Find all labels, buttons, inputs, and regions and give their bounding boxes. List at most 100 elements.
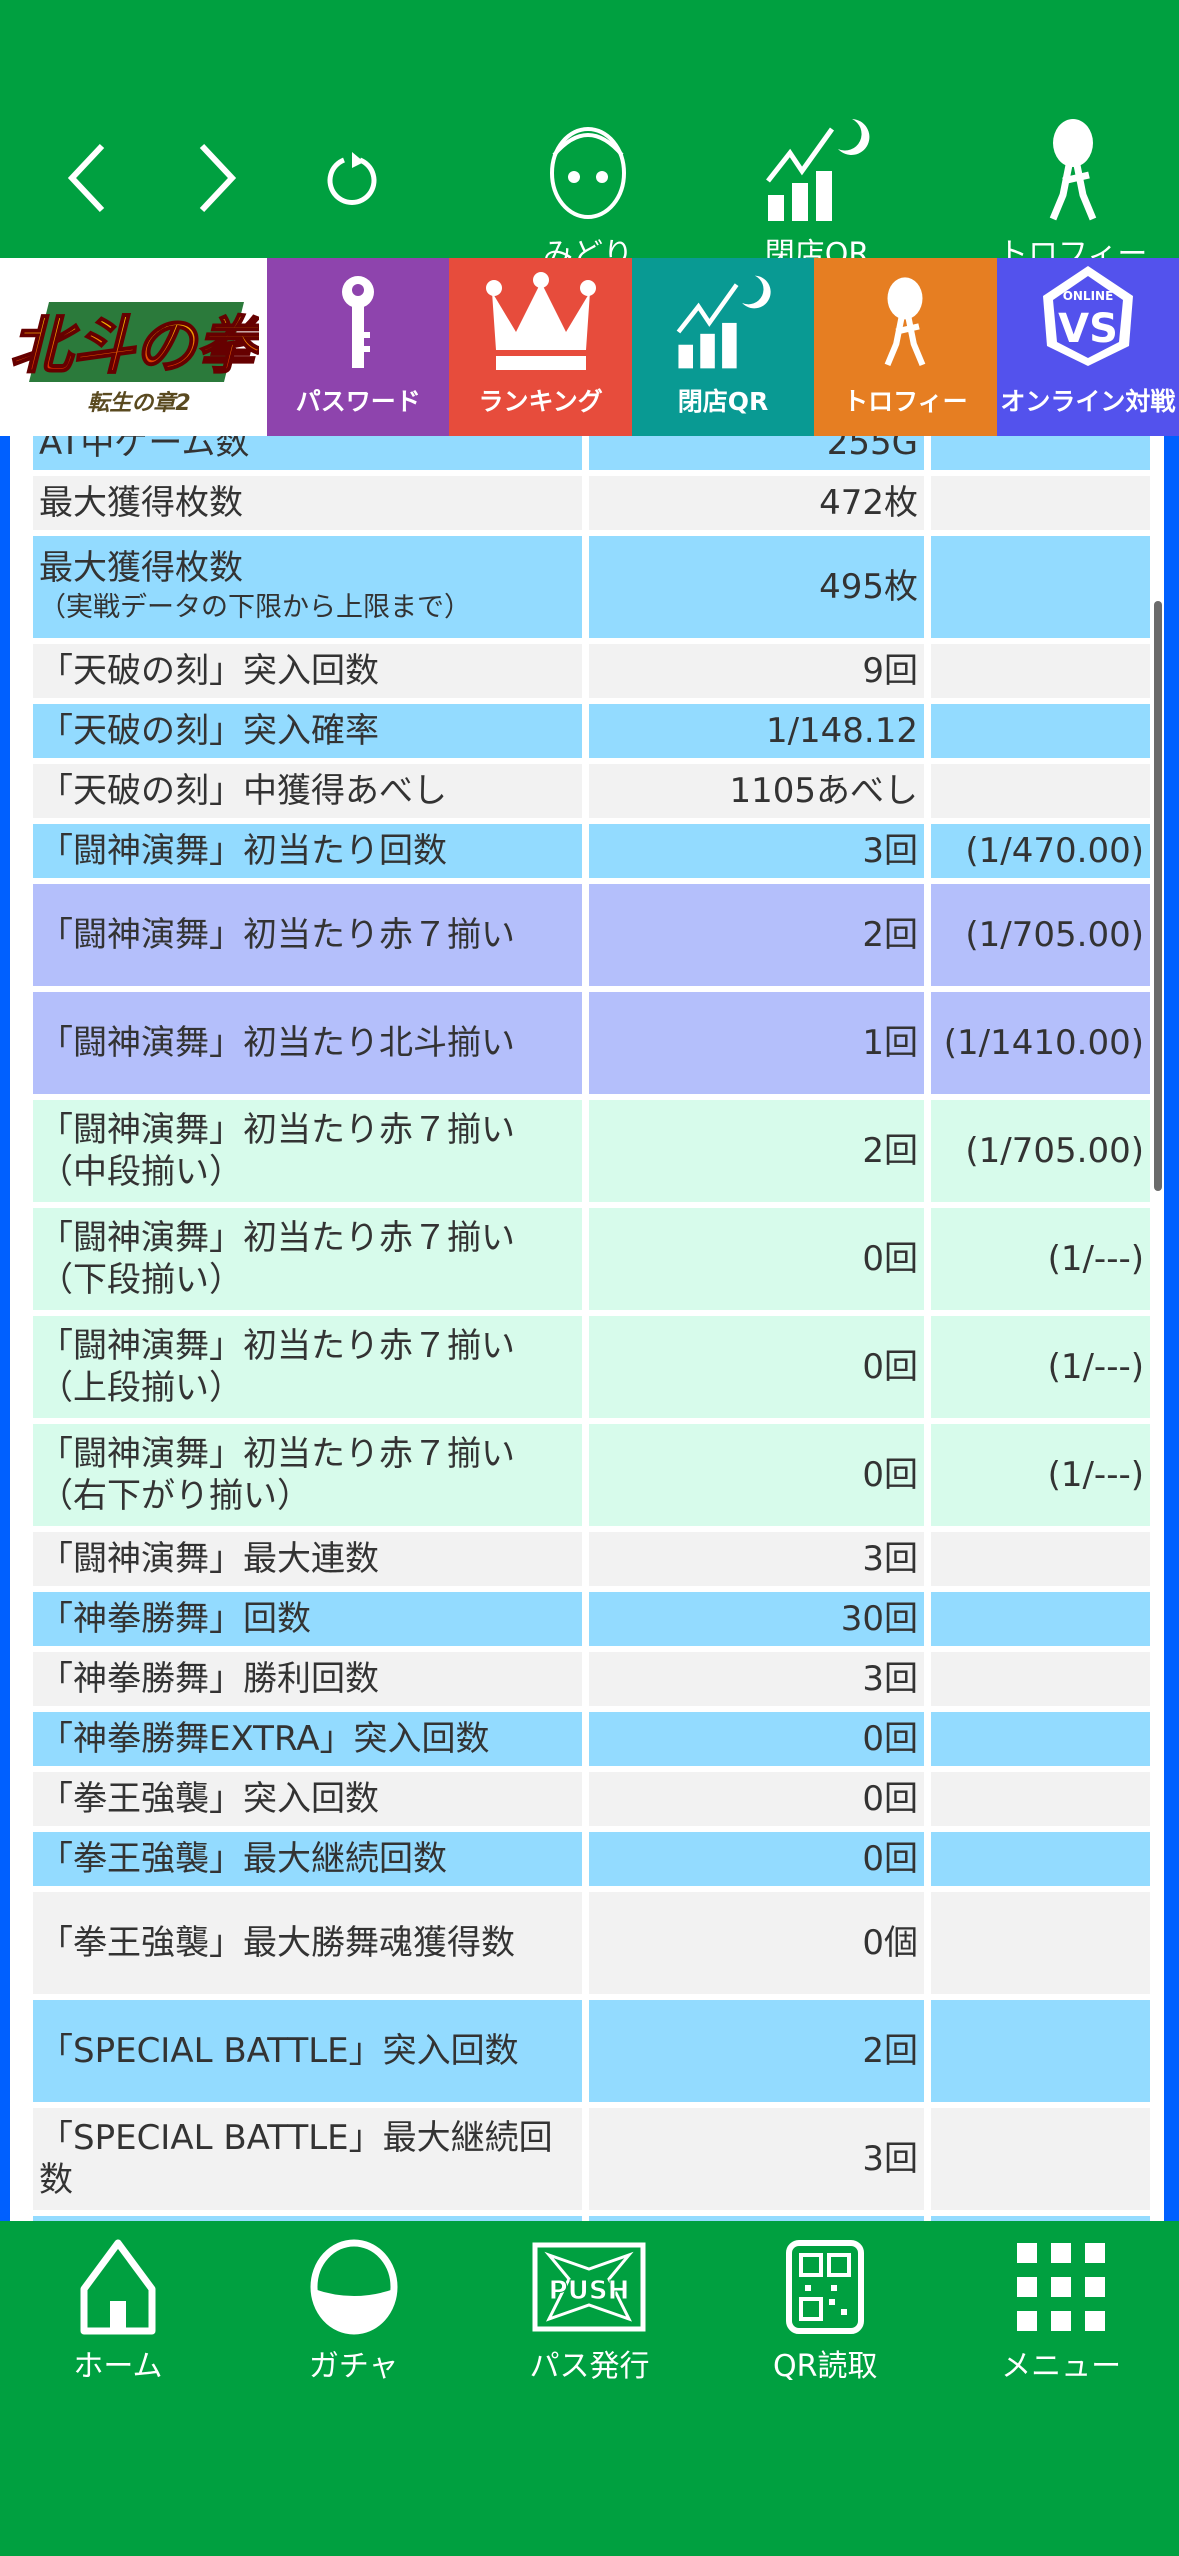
stat-value: 0回	[589, 1208, 924, 1310]
bottom-tab-menu[interactable]: メニュー	[943, 2221, 1179, 2556]
stat-label: AT中ゲーム数	[39, 436, 249, 464]
tab-trophy[interactable]: トロフィー	[814, 258, 997, 436]
stat-ratio	[931, 1772, 1150, 1826]
bottom-tab-qr-read[interactable]: QR読取	[707, 2221, 943, 2556]
stat-value: 2回	[589, 2000, 924, 2102]
stat-ratio: (1/---)	[931, 1208, 1150, 1310]
tab-online-battle[interactable]: ONLINE VS オンライン対戦	[996, 258, 1179, 436]
table-row: 「神拳勝舞」勝利回数 3回	[33, 1652, 1150, 1706]
stat-label: 「天破の刻」突入回数	[39, 650, 379, 692]
stat-label-cell: 「闘神演舞」初当たり回数	[33, 824, 582, 878]
bottom-tab-pass-issue[interactable]: PUSH パス発行	[472, 2221, 708, 2556]
stat-value: 0回	[589, 1316, 924, 1418]
table-row: 「闘神演舞」初当たり赤７揃い（下段揃い） 0回 (1/---)	[33, 1208, 1150, 1310]
svg-text:PUSH: PUSH	[549, 2276, 630, 2306]
stat-label-cell: 「神拳勝舞EXTRA」突入回数	[33, 1712, 582, 1766]
stat-ratio	[931, 2000, 1150, 2102]
stat-label-text: 「神拳勝舞EXTRA」突入回数	[39, 1719, 490, 1759]
table-row: AT中ゲーム数 255G	[33, 436, 1150, 470]
stat-ratio	[931, 1832, 1150, 1886]
stat-value: 0回	[589, 1424, 924, 1526]
grid-menu-icon	[1017, 2243, 1106, 2331]
bottom-tab-label: メニュー	[1001, 2349, 1122, 2384]
stat-ratio	[931, 2216, 1150, 2221]
stat-label-cell: 「闘神演舞」初当たり赤７揃い（下段揃い）	[33, 1208, 582, 1310]
tab-ranking[interactable]: ランキング	[449, 258, 632, 436]
table-row: 「闘神演舞」最大連数 3回	[33, 1532, 1150, 1586]
gacha-capsule-icon	[310, 2239, 398, 2335]
stat-label-text: 「闘神演舞」初当たり赤７揃い（下段揃い）	[39, 1218, 515, 1300]
stat-label-cell: 最大獲得枚数 （実戦データの下限から上限まで）	[33, 536, 582, 638]
stat-label-text: 「SPECIAL BATTLE」突入回数	[39, 2031, 519, 2071]
stat-ratio	[931, 536, 1150, 638]
stat-label-text: 「闘神演舞」初当たり回数	[39, 831, 447, 871]
bottom-tab-gacha[interactable]: ガチャ	[236, 2221, 472, 2556]
topbar-trophy[interactable]: トロフィー	[998, 115, 1147, 273]
stat-label: 「神拳勝舞EXTRA」突入回数	[39, 1718, 489, 1760]
stat-value: 3回	[589, 824, 924, 878]
scrollbar-thumb[interactable]	[1154, 601, 1162, 1191]
stat-label-cell: AT中ゲーム数	[33, 436, 582, 470]
stat-value: 255G	[589, 436, 924, 470]
reload-button[interactable]	[322, 150, 382, 210]
svg-text:北斗の拳: 北斗の拳	[9, 309, 258, 382]
tab-label: パスワード	[295, 387, 421, 416]
bottom-tab-label: ガチャ	[308, 2349, 399, 2384]
stat-label-cell: 「闘神演舞」初当たり赤７揃い（右下がり揃い）	[33, 1424, 582, 1526]
stat-value: 1回	[589, 992, 924, 1094]
stat-label-text: 「闘神演舞」初当たり赤７揃い（右下がり揃い）	[39, 1434, 515, 1516]
stat-label-text: 「闘神演舞」最大連数	[39, 1539, 379, 1579]
stat-label-text: 「拳王強襲」最大勝舞魂獲得数	[39, 1923, 515, 1963]
game-nav-tabs: 北斗の拳 転生の章2 パスワード ランキング 閉店QR トロフィー ONLINE…	[0, 258, 1179, 436]
game-logo[interactable]: 北斗の拳 転生の章2	[0, 258, 267, 436]
stat-label-cell: 「闘神演舞」初当たり赤７揃い（中段揃い）	[33, 1100, 582, 1202]
back-button[interactable]	[62, 140, 112, 216]
stat-ratio	[931, 1652, 1150, 1706]
stat-label: 「拳王強襲」突入回数	[39, 1778, 379, 1820]
stat-label: 「闘神演舞」初当たり赤７揃い（中段揃い）	[39, 1109, 562, 1193]
stat-value: 3回	[589, 1532, 924, 1586]
tab-label: 閉店QR	[677, 387, 769, 416]
stat-label-cell: 「神拳勝舞」勝利回数	[33, 1652, 582, 1706]
browser-toolbar: みどり 閉店QR トロフィー	[0, 0, 1179, 272]
table-row: 「拳王強襲」最大継続回数 0回	[33, 1832, 1150, 1886]
stat-ratio	[931, 644, 1150, 698]
stat-label: 「拳王強襲」最大継続回数	[39, 1838, 447, 1880]
stat-label-cell: 「神拳勝舞」回数	[33, 1592, 582, 1646]
topbar-closing-qr[interactable]: 閉店QR	[762, 115, 872, 273]
stat-label: 「闘神演舞」初当たり赤７揃い	[39, 914, 515, 956]
stat-label-cell: 「闘神演舞」初当たり北斗揃い	[33, 992, 582, 1094]
tab-closing-qr[interactable]: 閉店QR	[631, 258, 815, 436]
stat-label-text: 最大獲得枚数	[39, 483, 243, 523]
stat-label-text: 「SPECIAL BATTLE」最大継続回数	[39, 2118, 553, 2200]
stat-label-note: （実戦データの下限から上限まで）	[39, 592, 471, 623]
stat-label: 「闘神演舞」最大連数	[39, 1538, 379, 1580]
stat-label-text: 「天破の刻」突入確率	[39, 711, 379, 751]
stat-value: 9回	[589, 644, 924, 698]
stat-label-cell: 「天破の刻」突入確率	[33, 704, 582, 758]
forward-button[interactable]	[192, 140, 242, 216]
stat-value: 3回	[589, 1652, 924, 1706]
bottom-tab-home[interactable]: ホーム	[0, 2221, 236, 2556]
table-row: 「拳王強襲」最大勝舞魂獲得数 0個	[33, 1892, 1150, 1994]
stat-ratio	[931, 436, 1150, 470]
svg-text:ONLINE: ONLINE	[1063, 289, 1114, 303]
home-icon	[80, 2239, 156, 2335]
stat-label-text: 「拳王強襲」突入回数	[39, 1779, 379, 1819]
stat-label: 「SPECIAL BATTLE」突入回数	[39, 2030, 519, 2072]
stat-ratio	[931, 1712, 1150, 1766]
stats-scroll-area[interactable]: AT中ゲーム数 255G 最大獲得枚数 472枚 最大獲得枚数 （実戦データの下限から上限…	[0, 436, 1179, 2221]
table-row: 「闘神演舞」初当たり赤７揃い（上段揃い） 0回 (1/---)	[33, 1316, 1150, 1418]
crown-icon	[485, 272, 596, 370]
table-row: 「闘神演舞」初当たり赤７揃い（右下がり揃い） 0回 (1/---)	[33, 1424, 1150, 1526]
topbar-midori[interactable]: みどり	[528, 115, 648, 273]
stat-ratio: (1/---)	[931, 1316, 1150, 1418]
vs-shield-icon: ONLINE VS	[1042, 266, 1133, 366]
stat-ratio: (1/---)	[931, 1424, 1150, 1526]
stat-label-cell: 「拳王強襲」突入回数	[33, 1772, 582, 1826]
tab-password[interactable]: パスワード	[267, 258, 450, 436]
stats-table: AT中ゲーム数 255G 最大獲得枚数 472枚 最大獲得枚数 （実戦データの下限から上限…	[33, 436, 1150, 2221]
stat-label-cell: 「闘神演舞」初当たり赤７揃い	[33, 884, 582, 986]
table-row	[33, 2216, 1150, 2221]
stat-value: 0回	[589, 1832, 924, 1886]
